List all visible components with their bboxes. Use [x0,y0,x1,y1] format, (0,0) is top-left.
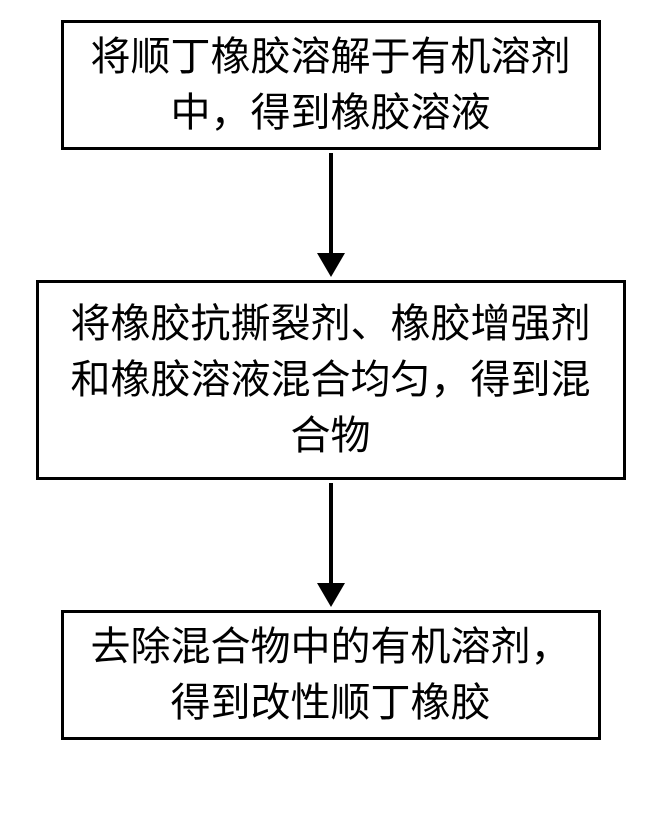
step-3-text: 去除混合物中的有机溶剂，得到改性顺丁橡胶 [84,619,578,731]
flowchart-step-1: 将顺丁橡胶溶解于有机溶剂中，得到橡胶溶液 [61,20,601,150]
arrow-2 [317,480,345,610]
arrow-2-line [329,483,333,583]
arrow-1-line [329,153,333,253]
step-2-text: 将橡胶抗撕裂剂、橡胶增强剂和橡胶溶液混合均匀，得到混合物 [59,296,603,464]
flowchart-step-3: 去除混合物中的有机溶剂，得到改性顺丁橡胶 [61,610,601,740]
arrow-1-head [317,253,345,277]
arrow-1 [317,150,345,280]
flowchart-step-2: 将橡胶抗撕裂剂、橡胶增强剂和橡胶溶液混合均匀，得到混合物 [36,280,626,480]
arrow-2-head [317,583,345,607]
step-1-text: 将顺丁橡胶溶解于有机溶剂中，得到橡胶溶液 [84,29,578,141]
